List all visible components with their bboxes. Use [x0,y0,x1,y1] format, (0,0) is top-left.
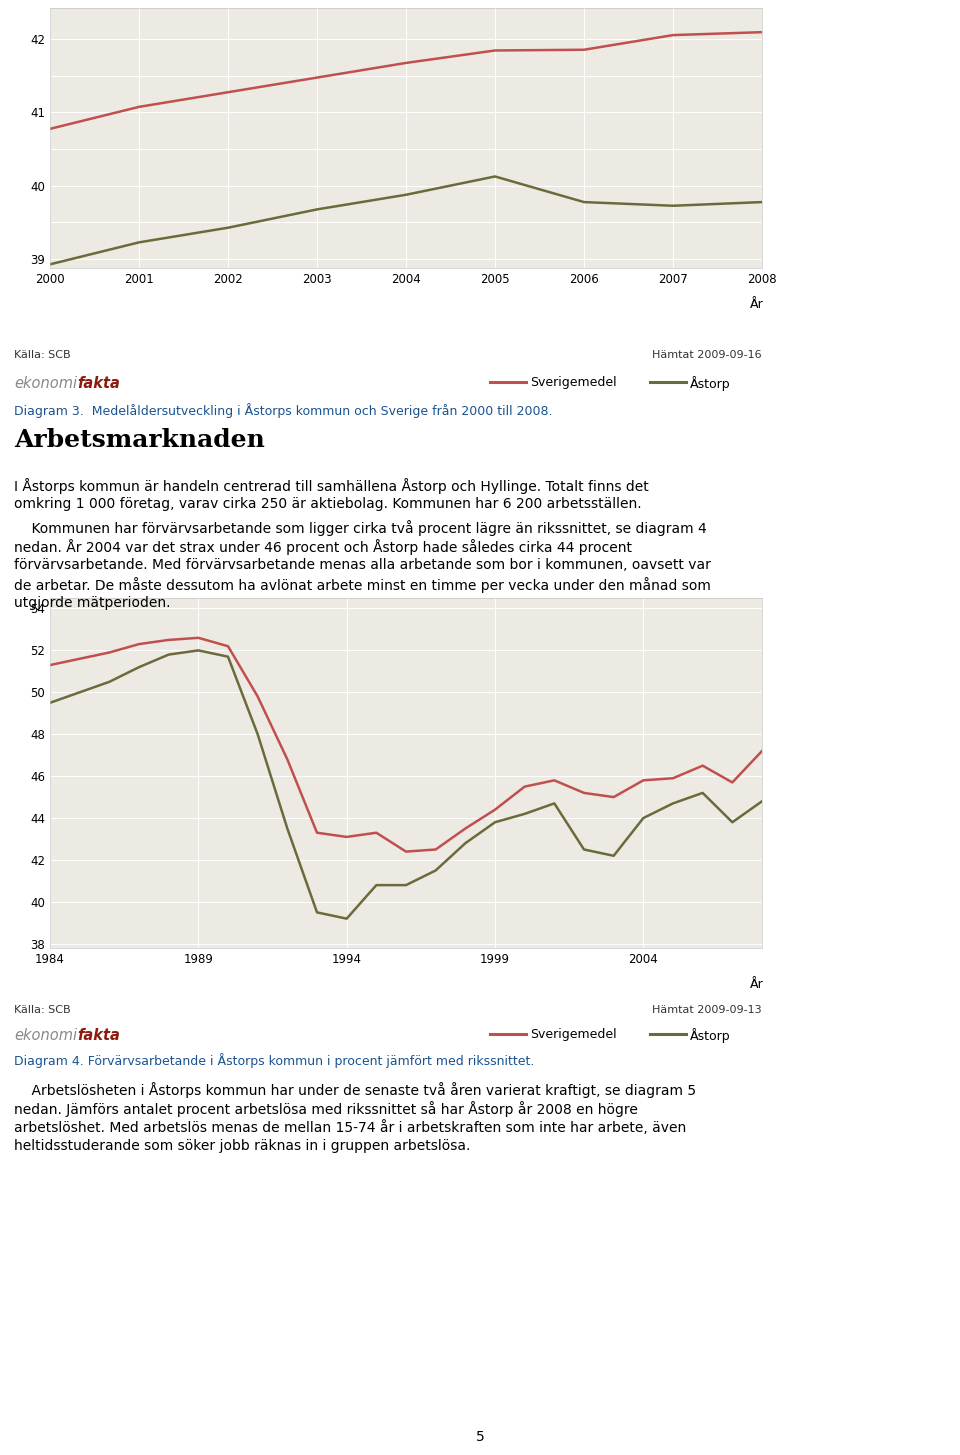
Text: Sverigemedel: Sverigemedel [530,375,617,388]
Text: fakta: fakta [77,375,120,391]
Text: Kommunen har förvärvsarbetande som ligger cirka två procent lägre än rikssnittet: Kommunen har förvärvsarbetande som ligge… [14,519,707,535]
Text: utgjorde mätperioden.: utgjorde mätperioden. [14,597,171,610]
Text: Hämtat 2009-09-16: Hämtat 2009-09-16 [653,351,762,359]
Text: Arbetslösheten i Åstorps kommun har under de senaste två åren varierat kraftigt,: Arbetslösheten i Åstorps kommun har unde… [14,1083,696,1099]
Text: nedan. År 2004 var det strax under 46 procent och Åstorp hade således cirka 44 p: nedan. År 2004 var det strax under 46 pr… [14,538,632,554]
Text: heltidsstuderande som söker jobb räknas in i gruppen arbetslösa.: heltidsstuderande som söker jobb räknas … [14,1139,470,1152]
Text: Diagram 4. Förvärvsarbetande i Åstorps kommun i procent jämfört med rikssnittet.: Diagram 4. Förvärvsarbetande i Åstorps k… [14,1053,535,1068]
Text: I Åstorps kommun är handeln centrerad till samhällena Åstorp och Hyllinge. Total: I Åstorps kommun är handeln centrerad ti… [14,479,649,493]
Text: 5: 5 [475,1430,485,1443]
Text: Åstorp: Åstorp [690,1029,731,1043]
Text: Arbetsmarknaden: Arbetsmarknaden [14,428,265,453]
Text: ekonomi: ekonomi [14,375,77,391]
Text: ekonomi: ekonomi [14,1029,77,1043]
Text: omkring 1 000 företag, varav cirka 250 är aktiebolag. Kommunen har 6 200 arbetss: omkring 1 000 företag, varav cirka 250 ä… [14,498,641,511]
Text: nedan. Jämförs antalet procent arbetslösa med rikssnittet så har Åstorp år 2008 : nedan. Jämförs antalet procent arbetslös… [14,1101,637,1117]
Text: Hämtat 2009-09-13: Hämtat 2009-09-13 [653,1005,762,1016]
Text: Källa: SCB: Källa: SCB [14,1005,71,1016]
Text: fakta: fakta [77,1029,120,1043]
Text: År: År [751,978,764,991]
Text: Åstorp: Åstorp [690,375,731,391]
Text: de arbetar. De måste dessutom ha avlönat arbete minst en timme per vecka under d: de arbetar. De måste dessutom ha avlönat… [14,578,710,594]
Text: År: År [751,298,764,311]
Text: Sverigemedel: Sverigemedel [530,1029,617,1040]
Text: Diagram 3.  Medelåldersutveckling i Åstorps kommun och Sverige från 2000 till 20: Diagram 3. Medelåldersutveckling i Åstor… [14,403,553,418]
Text: Källa: SCB: Källa: SCB [14,351,71,359]
Text: förvärvsarbetande. Med förvärvsarbetande menas alla arbetande som bor i kommunen: förvärvsarbetande. Med förvärvsarbetande… [14,559,710,572]
Text: arbetslöshet. Med arbetslös menas de mellan 15-74 år i arbetskraften som inte ha: arbetslöshet. Med arbetslös menas de mel… [14,1120,686,1135]
